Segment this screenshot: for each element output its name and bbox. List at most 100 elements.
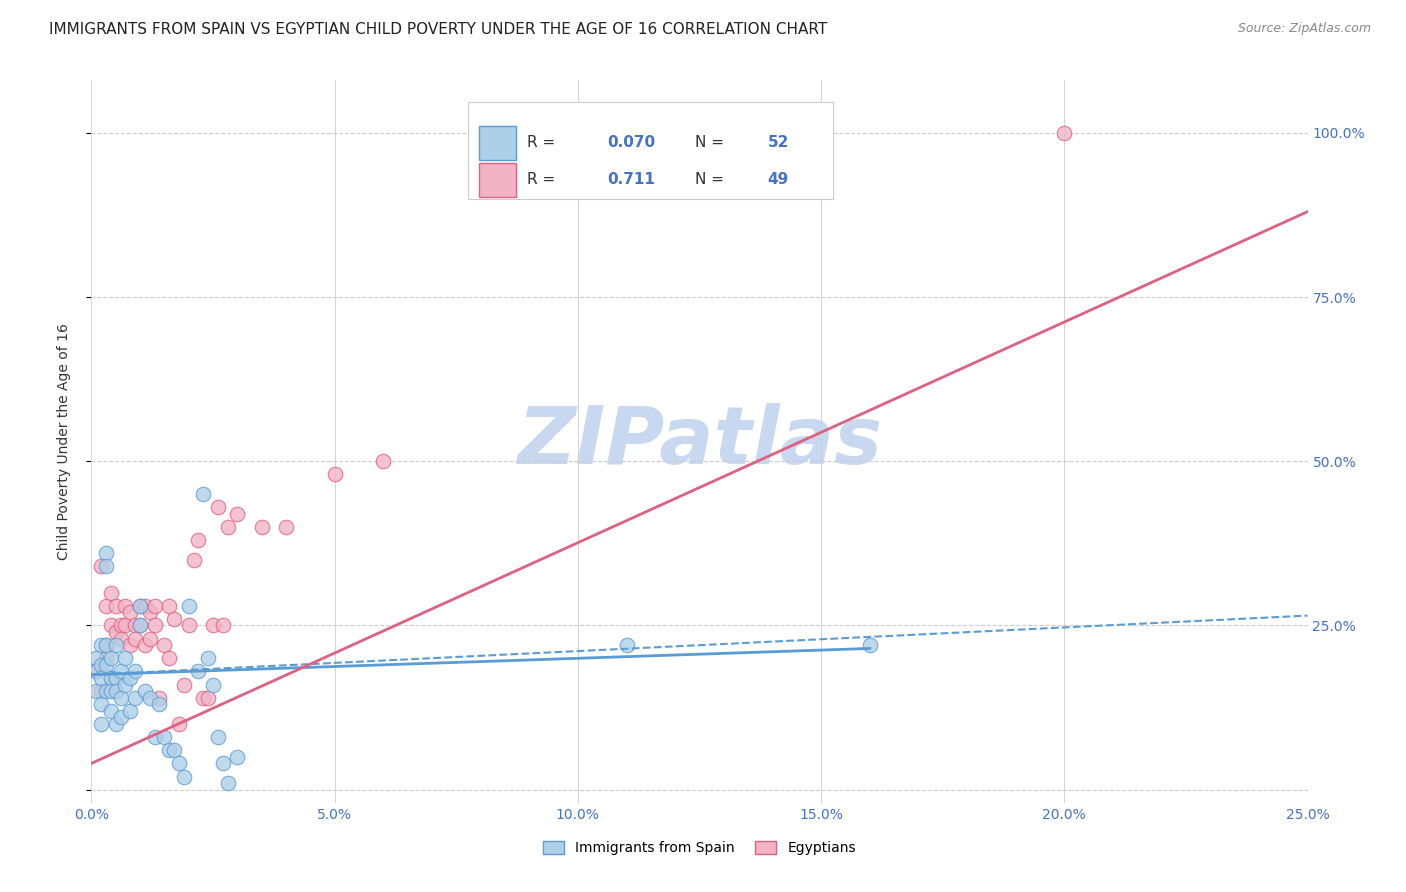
Point [104,671,127,685]
Point [153,730,176,744]
Point [148,690,170,705]
Point [143,599,166,613]
Point [90,671,112,685]
Legend: Immigrants from Spain, Egyptians: Immigrants from Spain, Egyptians [537,836,862,861]
Point [94,651,117,665]
Point [94,638,117,652]
Text: ZIPatlas: ZIPatlas [517,402,882,481]
Point [148,698,170,712]
Point [90,717,112,731]
Point [120,671,142,685]
Point [197,690,219,705]
Point [163,743,186,757]
Point [100,671,122,685]
Point [157,743,180,757]
Point [211,756,233,771]
Point [202,618,225,632]
Point [124,618,146,632]
Point [187,665,209,679]
Point [143,618,166,632]
Point [104,717,127,731]
Point [197,651,219,665]
Point [616,638,638,652]
Point [177,599,200,613]
Point [139,632,162,646]
Point [104,638,127,652]
Text: IMMIGRANTS FROM SPAIN VS EGYPTIAN CHILD POVERTY UNDER THE AGE OF 16 CORRELATION : IMMIGRANTS FROM SPAIN VS EGYPTIAN CHILD … [49,22,828,37]
Point [226,507,249,521]
Point [193,487,215,501]
Point [250,520,273,534]
Point [226,749,249,764]
Point [129,599,152,613]
Point [183,553,205,567]
Point [84,684,107,698]
Point [110,632,132,646]
Point [84,651,107,665]
Point [94,546,117,560]
Point [104,625,127,640]
Point [120,605,142,619]
Point [173,677,195,691]
Point [1053,126,1076,140]
Point [217,776,239,790]
Text: Source: ZipAtlas.com: Source: ZipAtlas.com [1237,22,1371,36]
Point [274,520,297,534]
Point [167,717,190,731]
Point [217,520,239,534]
Point [134,684,156,698]
Point [84,665,107,679]
Point [124,690,146,705]
Point [143,730,166,744]
Point [323,467,346,482]
Point [100,651,122,665]
Point [153,638,176,652]
Point [129,618,152,632]
Point [207,730,229,744]
Point [859,638,882,652]
Point [114,618,136,632]
Point [157,599,180,613]
Point [124,632,146,646]
Point [90,638,112,652]
Point [187,533,209,547]
Point [207,500,229,515]
Point [94,657,117,672]
Point [100,704,122,718]
Point [177,618,200,632]
Point [94,559,117,574]
Point [373,454,395,468]
Point [134,638,156,652]
Point [94,684,117,698]
Point [157,651,180,665]
Point [104,684,127,698]
Point [110,618,132,632]
Point [120,704,142,718]
Point [193,690,215,705]
Point [90,657,112,672]
Point [163,612,186,626]
Point [84,665,107,679]
Point [129,599,152,613]
Point [167,756,190,771]
Point [114,599,136,613]
Point [129,618,152,632]
Point [120,638,142,652]
Y-axis label: Child Poverty Under the Age of 16: Child Poverty Under the Age of 16 [56,323,70,560]
Point [90,684,112,698]
Point [110,690,132,705]
Point [104,599,127,613]
Point [100,585,122,599]
Point [94,638,117,652]
Point [110,665,132,679]
Point [139,605,162,619]
Point [100,618,122,632]
Point [139,690,162,705]
Point [134,599,156,613]
Point [90,559,112,574]
Point [100,671,122,685]
Point [90,698,112,712]
Point [211,618,233,632]
Point [100,684,122,698]
Point [173,770,195,784]
